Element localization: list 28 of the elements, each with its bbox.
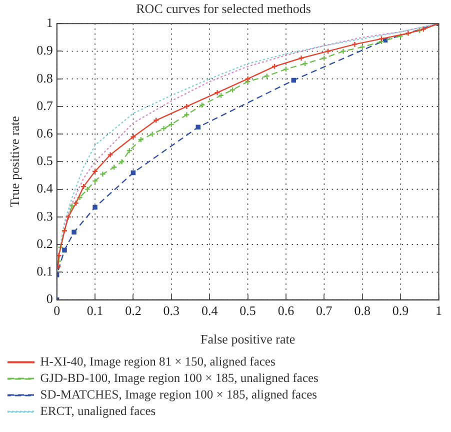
y-tick-label: 0.1 [36, 264, 53, 279]
y-tick-label: 0.4 [36, 180, 54, 196]
y-tick-label: 0.7 [36, 98, 54, 113]
x-tick-label: 0.4 [201, 303, 218, 318]
x-tick-label: 0.2 [125, 303, 142, 318]
y-tick-label: 0.6 [36, 126, 54, 140]
y-tick-label: 0.3 [36, 208, 53, 224]
legend-label: GJD-BD-100, Image region 100 × 185, unaligned faces [40, 371, 319, 386]
x-axis-title: False positive rate [200, 332, 296, 347]
legend-label: SD-MATCHES, Image region 100 × 185, aligned faces [40, 388, 318, 402]
y-tick-label: 1 [46, 15, 53, 30]
x-tick-label: 0.6 [278, 303, 295, 318]
x-tick-label: 0.3 [163, 303, 180, 318]
y-axis-title: True positive rate [7, 116, 22, 208]
legend-label: ERCT, unaligned faces [40, 404, 156, 418]
y-tick-label: 0.2 [36, 236, 53, 251]
x-tick-label: 0.7 [316, 303, 333, 318]
x-tick-label: 1 [436, 303, 442, 318]
x-tick-label: 0.5 [240, 303, 256, 318]
y-tick-label: 0.5 [36, 153, 53, 168]
y-tick-label: 0.9 [36, 42, 53, 58]
chart-title: ROC curves for selected methods [136, 1, 311, 16]
legend-label: H-XI-40, Image region 81 × 150, aligned faces [40, 354, 276, 369]
y-tick-label: 0 [46, 291, 53, 306]
x-tick-label: 0.1 [86, 303, 104, 318]
x-tick-label: 0.9 [392, 303, 409, 318]
x-tick-label: 0.8 [354, 303, 370, 318]
y-tick-label: 0.8 [36, 70, 53, 86]
